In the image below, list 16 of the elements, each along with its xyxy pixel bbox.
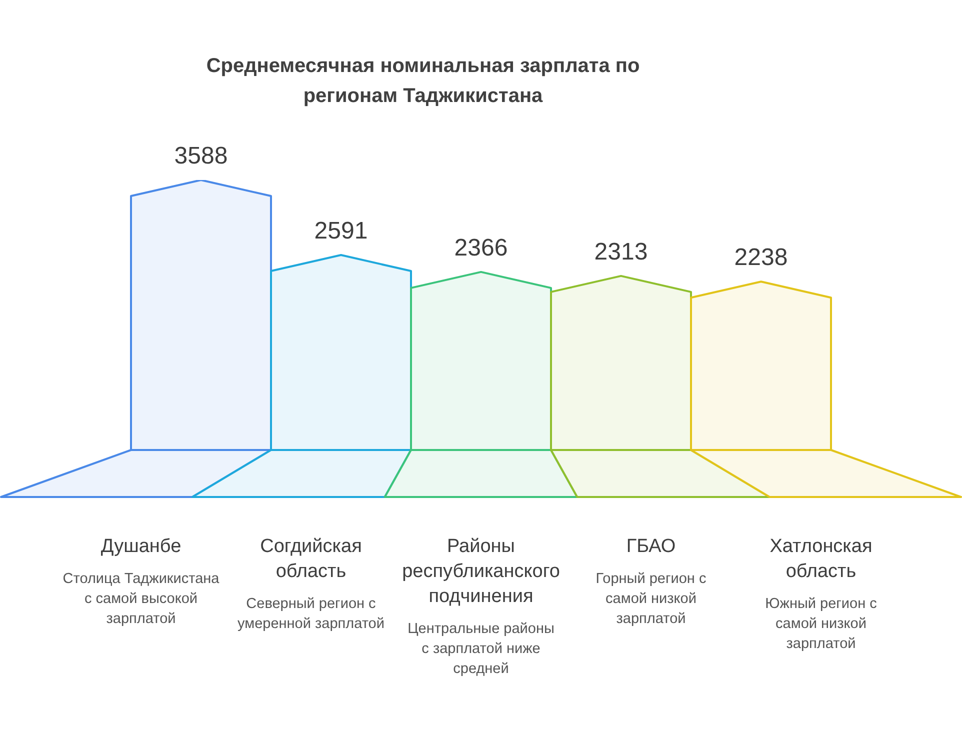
chart-title: Среднемесячная номинальная зарплата по регионам Таджикистана bbox=[205, 54, 641, 109]
text: Южный регион с самой низкой зарплатой bbox=[764, 595, 878, 654]
data-label: 2591 bbox=[314, 218, 368, 245]
text: Центральные районы с зарплатой ниже средней bbox=[406, 620, 556, 679]
data-label: 2366 bbox=[454, 234, 508, 262]
text: Горный регион с самой низкой зарплатой bbox=[594, 570, 708, 629]
x-tick-label: Согдийская область bbox=[259, 535, 363, 584]
x-tick-label: ГБАО bbox=[625, 535, 677, 559]
x-tick-label: Душанбе bbox=[100, 535, 182, 559]
text: Столица Таджикистана с самой высокой зарплатой bbox=[62, 570, 220, 629]
data-label: 2313 bbox=[594, 238, 648, 266]
x-tick-label: Хатлонская область bbox=[768, 535, 874, 584]
data-label: 3588 bbox=[174, 142, 228, 170]
text: Северный регион с умеренной зарплатой bbox=[236, 595, 386, 634]
x-tick-label: Районы республиканского подчинения bbox=[401, 535, 561, 609]
data-label: 2238 bbox=[734, 244, 788, 272]
